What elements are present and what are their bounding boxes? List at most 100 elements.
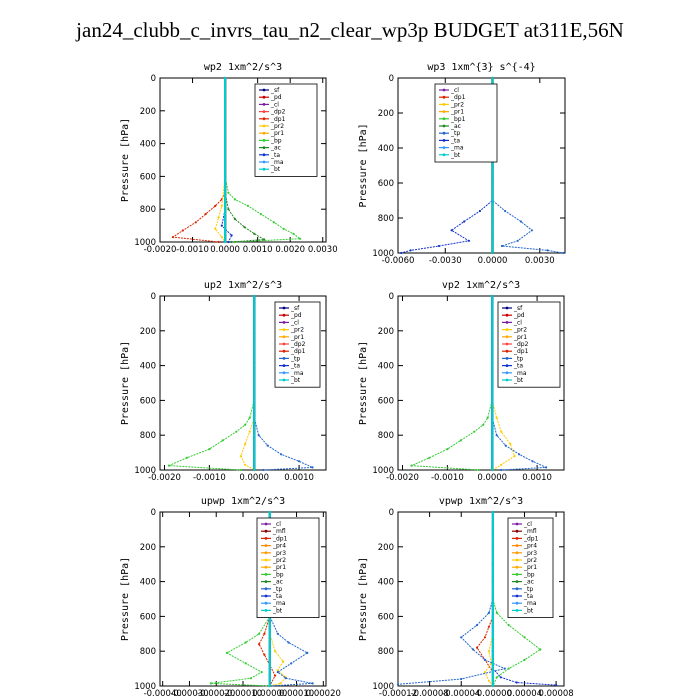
data-point <box>491 364 494 367</box>
x-tick-label: -0.00008 <box>411 689 449 699</box>
data-point <box>279 682 282 685</box>
data-point <box>507 667 510 670</box>
series-line-tp <box>492 78 564 254</box>
data-point <box>220 224 223 227</box>
legend-marker <box>264 558 268 562</box>
legend-marker <box>264 580 268 583</box>
x-tick-label: 0.0020 <box>275 245 305 255</box>
legend-marker <box>264 522 268 526</box>
panel-title: up2 1xm^2/s^3 <box>204 280 282 291</box>
data-point <box>263 632 266 635</box>
y-tick-label: 400 <box>140 140 156 150</box>
legend-entry: _tp <box>450 130 460 137</box>
data-point <box>475 646 479 649</box>
x-tick-label: -0.00012 <box>379 689 417 699</box>
data-point <box>244 641 247 644</box>
y-tick-label: 800 <box>378 214 394 224</box>
data-point <box>487 611 490 615</box>
legend-entry: _bt <box>523 607 534 614</box>
data-point <box>491 251 494 255</box>
data-point <box>555 684 558 687</box>
legend-marker <box>282 357 286 360</box>
legend-entry: _ta <box>513 363 523 370</box>
data-point <box>292 232 295 235</box>
y-tick-label: 400 <box>140 362 156 372</box>
legend-entry: _bp <box>523 571 535 578</box>
legend-entry: _bp <box>270 137 282 144</box>
legend-entry: _sf <box>290 305 300 312</box>
legend-entry: _bt <box>272 607 283 614</box>
chart-panel-2: wp3 1xm^{3} s^{-4} Pressure [hPa] 0 200 400 6… <box>358 62 566 266</box>
legend-entry: _pr1 <box>290 334 304 341</box>
y-tick-label: 800 <box>378 431 394 441</box>
legend-marker <box>505 364 509 367</box>
x-tick-label: 0.0010 <box>243 245 273 255</box>
legend-marker <box>505 349 509 353</box>
legend-marker <box>505 313 509 317</box>
data-point <box>181 229 184 232</box>
legend-entry: _mfl <box>272 528 286 535</box>
legend-marker <box>442 131 446 135</box>
data-point <box>483 671 487 674</box>
data-point <box>217 216 220 219</box>
y-tick-label: 1000 <box>134 238 156 248</box>
legend-marker <box>262 131 266 135</box>
series-line-tp <box>397 512 507 685</box>
data-point <box>515 681 518 684</box>
data-point <box>233 217 236 221</box>
y-tick-label: 600 <box>140 612 156 622</box>
data-point <box>167 464 171 467</box>
legend-entry: _ta <box>523 593 533 600</box>
data-point <box>499 676 502 679</box>
legend-marker <box>282 349 286 353</box>
x-tick-label: -0.0010 <box>431 473 464 483</box>
y-axis-label: Pressure [hPa] <box>120 118 131 202</box>
legend-entry: _ac <box>523 579 534 586</box>
data-point <box>260 671 263 674</box>
legend-entry: _ta <box>450 137 460 144</box>
x-tick-label: -0.0010 <box>193 473 226 483</box>
series-line-dp1 <box>168 296 255 471</box>
data-point <box>495 416 498 419</box>
data-point <box>230 240 233 244</box>
y-tick-label: 600 <box>140 172 156 182</box>
data-point <box>491 434 494 437</box>
legend-entry: _tp <box>290 355 300 362</box>
y-tick-label: 800 <box>140 205 156 215</box>
legend-entry: _pr2 <box>523 557 537 564</box>
data-point <box>487 650 490 653</box>
data-point <box>208 448 211 451</box>
legend-marker <box>262 167 266 171</box>
series-line-ta <box>221 78 233 243</box>
panel-title: vpwp 1xm^2/s^3 <box>439 496 523 507</box>
data-point <box>298 460 301 463</box>
x-tick-label: 0.0000 <box>210 245 240 255</box>
data-point <box>227 191 230 194</box>
data-point <box>274 650 277 653</box>
legend-marker <box>515 601 519 605</box>
data-point <box>248 430 251 433</box>
legend-marker <box>515 609 519 612</box>
data-point <box>491 164 494 167</box>
data-point <box>298 237 302 240</box>
legend-marker <box>442 153 446 157</box>
legend-entry: _pd <box>270 94 282 101</box>
data-point <box>483 636 487 639</box>
x-tick-label: 0.00004 <box>507 689 542 699</box>
legend-marker <box>262 117 266 121</box>
y-tick-label: 200 <box>140 327 156 337</box>
x-tick-label: 0.0000 <box>477 473 507 483</box>
series-line-pr2 <box>240 296 255 471</box>
y-tick-label: 800 <box>378 647 394 657</box>
data-point <box>253 399 256 402</box>
legend-entry: _sf <box>513 305 523 312</box>
data-point <box>491 580 494 583</box>
data-point <box>268 684 271 688</box>
legend-marker <box>515 537 519 540</box>
legend-entry: _dp2 <box>290 341 306 348</box>
legend-entry: _ma <box>450 145 464 152</box>
data-point <box>276 632 279 635</box>
x-tick-label: -0.00010 <box>224 689 262 699</box>
data-point <box>239 455 242 458</box>
